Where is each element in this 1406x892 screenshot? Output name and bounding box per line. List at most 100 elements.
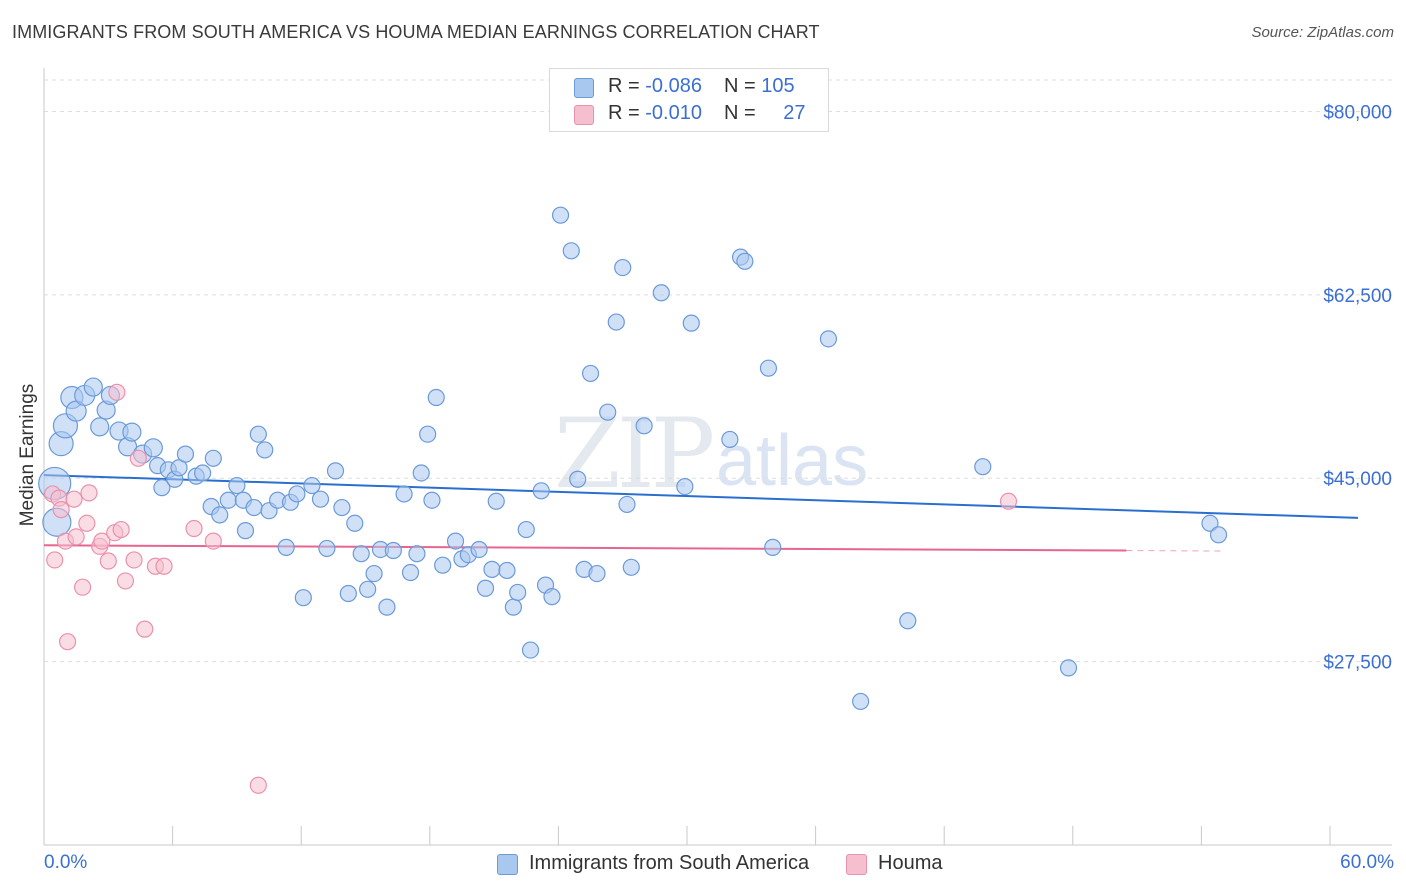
data-point-immigrants: [194, 464, 212, 482]
bottom-legend-swatch-blue: [497, 854, 518, 875]
y-tick-label: $80,000: [1323, 102, 1392, 123]
data-point-immigrants: [487, 492, 505, 510]
data-point-houma: [73, 578, 92, 596]
y-tick-labels: $27,500 $45,000 $62,500 $80,000: [1323, 102, 1392, 673]
data-point-immigrants: [498, 561, 516, 580]
data-point-immigrants: [446, 532, 465, 550]
data-point-immigrants: [543, 588, 561, 606]
data-point-immigrants: [423, 491, 441, 509]
data-point-immigrants: [532, 482, 550, 500]
data-point-immigrants: [228, 476, 246, 495]
data-point-immigrants: [359, 580, 377, 598]
data-point-houma: [58, 633, 77, 651]
data-point-immigrants: [764, 538, 782, 556]
data-point-immigrants: [333, 498, 351, 517]
data-point-immigrants: [618, 495, 636, 514]
x-axis-max-label: 60.0%: [1340, 852, 1394, 873]
data-point-houma: [136, 620, 154, 638]
series-houma-points: [43, 383, 1018, 794]
data-point-immigrants: [1059, 659, 1078, 677]
data-point-immigrants: [1209, 526, 1228, 544]
data-point-houma: [52, 501, 70, 519]
data-point-immigrants: [236, 522, 255, 540]
data-point-immigrants: [819, 330, 838, 348]
bottom-legend-label: Immigrants from South America: [529, 852, 810, 874]
data-point-immigrants: [581, 364, 600, 383]
data-point-immigrants: [277, 538, 295, 556]
data-point-immigrants: [326, 462, 345, 480]
legend-r-value: -0.086: [645, 75, 702, 97]
data-point-immigrants: [470, 540, 488, 559]
legend-swatch-pink: [574, 105, 594, 125]
data-point-immigrants: [395, 485, 413, 503]
data-point-immigrants: [509, 583, 527, 602]
data-point-immigrants: [352, 545, 370, 563]
data-point-immigrants: [635, 417, 653, 435]
legend-n-label: N =: [723, 102, 762, 124]
data-point-immigrants: [249, 425, 267, 443]
data-point-immigrants: [504, 598, 522, 616]
data-point-houma: [78, 514, 96, 532]
y-tick-label: $27,500: [1323, 653, 1392, 674]
data-point-houma: [129, 449, 147, 467]
data-point-immigrants: [408, 545, 426, 563]
bottom-legend-swatch-pink: [846, 854, 867, 875]
legend-n-value: 27: [783, 102, 806, 124]
data-point-immigrants: [153, 479, 171, 497]
data-point-immigrants: [427, 388, 445, 407]
data-point-houma: [999, 492, 1018, 510]
data-point-immigrants: [517, 520, 535, 539]
data-point-immigrants: [599, 403, 617, 421]
data-point-immigrants: [204, 449, 222, 467]
data-point-immigrants: [256, 441, 274, 459]
data-point-immigrants: [622, 558, 640, 576]
y-tick-label: $62,500: [1323, 286, 1392, 307]
data-point-immigrants: [419, 425, 437, 443]
data-point-immigrants: [245, 498, 263, 517]
legend-r-label: R =: [608, 75, 646, 97]
source-label: Source: ZipAtlas.com: [1251, 24, 1394, 41]
data-point-immigrants: [607, 313, 625, 331]
data-point-immigrants: [303, 476, 321, 495]
data-point-immigrants: [176, 445, 195, 463]
data-point-houma: [46, 551, 64, 569]
data-point-immigrants: [90, 417, 110, 437]
data-point-houma: [112, 520, 130, 539]
data-point-immigrants: [682, 314, 700, 332]
data-point-immigrants: [476, 579, 495, 597]
y-tick-label: $45,000: [1323, 469, 1392, 490]
data-point-immigrants: [974, 458, 992, 476]
data-point-houma: [93, 532, 111, 550]
trend-line-immigrants: [43, 474, 1359, 519]
data-point-immigrants: [588, 564, 606, 583]
data-point-immigrants: [434, 556, 452, 574]
data-point-houma: [99, 552, 117, 570]
legend-r-label: R =: [608, 102, 646, 124]
data-point-immigrants: [551, 206, 570, 224]
data-point-immigrants: [412, 464, 430, 482]
series-immigrants-points: [38, 206, 1228, 711]
legend-r-value: -0.010: [645, 102, 702, 124]
data-point-houma: [249, 776, 267, 794]
data-point-immigrants: [614, 258, 632, 277]
data-point-immigrants: [401, 563, 420, 582]
data-point-houma: [65, 490, 83, 508]
gridlines: [44, 79, 1392, 663]
trend-lines: [43, 474, 1359, 552]
data-point-immigrants: [365, 564, 383, 583]
data-point-immigrants: [211, 506, 229, 524]
data-point-immigrants: [652, 284, 670, 302]
data-point-immigrants: [521, 641, 540, 659]
data-point-immigrants: [311, 490, 330, 508]
chart-title: IMMIGRANTS FROM SOUTH AMERICA VS HOUMA M…: [12, 22, 820, 42]
data-point-immigrants: [899, 612, 917, 630]
data-point-immigrants: [483, 560, 501, 578]
data-point-houma: [155, 557, 173, 575]
data-point-immigrants: [562, 242, 580, 260]
data-point-immigrants: [1201, 514, 1219, 532]
data-point-houma: [204, 532, 222, 550]
data-point-immigrants: [736, 252, 754, 270]
data-point-immigrants: [346, 514, 364, 532]
data-point-houma: [80, 484, 98, 502]
